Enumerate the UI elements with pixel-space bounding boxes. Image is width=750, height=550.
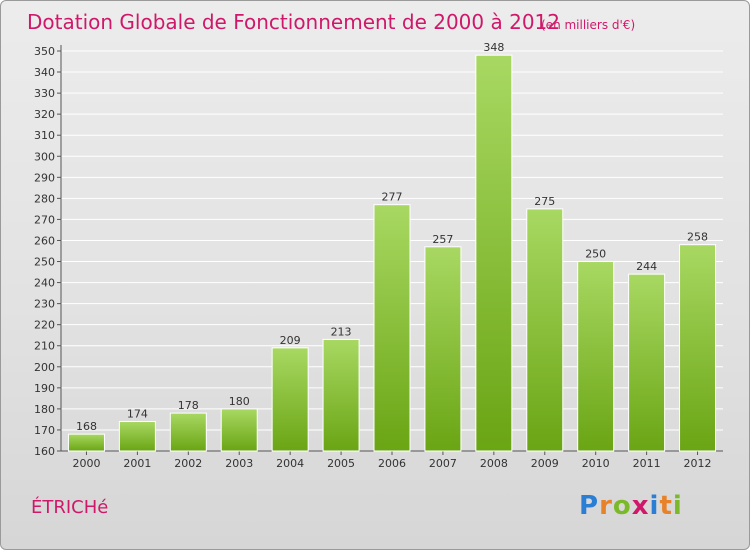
y-tick-label: 290	[34, 171, 55, 184]
bar-2003	[220, 408, 258, 452]
brand-letter: P	[579, 491, 600, 521]
x-tick-label: 2000	[72, 457, 100, 470]
value-label-2005: 213	[331, 325, 352, 338]
value-label-2004: 209	[280, 334, 301, 347]
y-tick-label: 180	[34, 403, 55, 416]
value-label-2006: 277	[382, 191, 403, 204]
x-tick-label: 2006	[378, 457, 406, 470]
bar-2006	[373, 204, 411, 452]
y-tick-label: 170	[34, 424, 55, 437]
y-tick-label: 300	[34, 150, 55, 163]
value-label-2011: 244	[636, 260, 657, 273]
y-tick-label: 310	[34, 129, 55, 142]
y-tick-label: 200	[34, 361, 55, 374]
bar-2001	[118, 421, 156, 452]
bar-2004	[271, 347, 309, 452]
x-tick-label: 2007	[429, 457, 457, 470]
y-tick-label: 210	[34, 340, 55, 353]
value-label-2012: 258	[687, 231, 708, 244]
bar-2002	[169, 412, 207, 452]
bar-2007	[424, 246, 462, 452]
value-label-2003: 180	[229, 395, 250, 408]
value-label-2000: 168	[76, 420, 97, 433]
x-tick-label: 2003	[225, 457, 253, 470]
y-tick-label: 260	[34, 234, 55, 247]
value-label-2009: 275	[534, 195, 555, 208]
x-tick-label: 2011	[633, 457, 661, 470]
brand-letter: o	[612, 491, 632, 521]
x-tick-label: 2008	[480, 457, 508, 470]
commune-name: ÉTRICHé	[31, 497, 109, 518]
y-tick-label: 320	[34, 108, 55, 121]
chart-title: Dotation Globale de Fonctionnement de 20…	[27, 10, 560, 34]
brand-logo: Proxiti	[579, 491, 683, 521]
value-label-2010: 250	[585, 248, 606, 261]
bar-2000	[67, 433, 105, 452]
value-label-2007: 257	[432, 233, 453, 246]
y-tick-label: 240	[34, 277, 55, 290]
bar-2012	[679, 244, 717, 452]
y-tick-label: 280	[34, 192, 55, 205]
x-tick-label: 2012	[684, 457, 712, 470]
y-tick-label: 190	[34, 382, 55, 395]
x-tick-label: 2010	[582, 457, 610, 470]
value-label-2002: 178	[178, 399, 199, 412]
bar-2010	[577, 261, 615, 452]
y-tick-label: 220	[34, 319, 55, 332]
labels: 160 170 180 190 200 210 220 230 240 250 260 270 280 2…	[34, 41, 712, 470]
value-label-2001: 174	[127, 408, 148, 421]
y-tick-label: 230	[34, 298, 55, 311]
x-tick-label: 2001	[123, 457, 151, 470]
bar-2011	[628, 273, 666, 452]
chart-unit: (en milliers d'€)	[541, 18, 635, 32]
y-tick-label: 330	[34, 87, 55, 100]
bars	[67, 54, 717, 452]
value-label-2008: 348	[483, 41, 504, 54]
x-tick-label: 2009	[531, 457, 559, 470]
brand-letter: i	[672, 491, 683, 521]
y-tick-label: 270	[34, 213, 55, 226]
y-tick-label: 350	[34, 45, 55, 58]
brand-letter: i	[649, 491, 660, 521]
y-tick-label: 160	[34, 445, 55, 458]
x-tick-label: 2002	[174, 457, 202, 470]
brand-letter: x	[631, 491, 650, 521]
bar-2009	[526, 208, 564, 452]
y-tick-label: 340	[34, 66, 55, 79]
bar-2005	[322, 338, 360, 452]
bar-2008	[475, 54, 513, 452]
brand-letter: t	[659, 491, 673, 521]
x-tick-label: 2004	[276, 457, 304, 470]
brand-letter: r	[599, 491, 613, 521]
y-tick-label: 250	[34, 256, 55, 269]
x-tick-label: 2005	[327, 457, 355, 470]
